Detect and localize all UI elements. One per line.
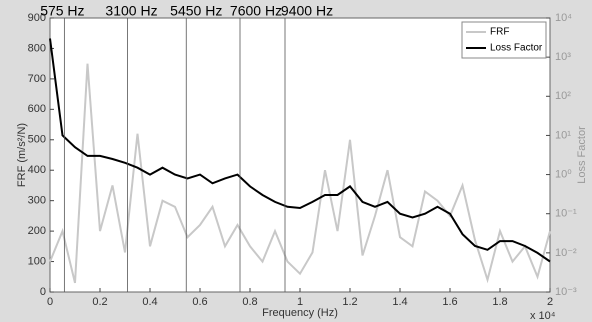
- x-multiplier: x 10⁴: [530, 310, 556, 322]
- marker-label: 5450 Hz: [170, 3, 222, 19]
- x-tick-label: 2: [547, 296, 553, 308]
- legend-box: [461, 21, 547, 59]
- y2-tick-label: 10²: [555, 90, 571, 102]
- y-tick-label: 700: [28, 73, 46, 85]
- legend-label: FRF: [490, 27, 509, 38]
- y-tick-label: 900: [28, 12, 46, 24]
- y2-tick-label: 10⁰: [555, 168, 572, 180]
- marker-label: 7600 Hz: [230, 3, 282, 19]
- y-tick-label: 600: [28, 103, 46, 115]
- y-tick-label: 500: [28, 134, 46, 146]
- x-tick-label: 1.8: [492, 296, 507, 308]
- x-tick-label: 1.2: [342, 296, 357, 308]
- marker-label: 3100 Hz: [105, 3, 157, 19]
- x-tick-label: 1.6: [442, 296, 457, 308]
- y-tick-label: 400: [28, 164, 46, 176]
- y-tick-label: 300: [28, 195, 46, 207]
- legend-label: Loss Factor: [490, 43, 543, 54]
- y-axis-label: FRF (m/s²/N): [16, 123, 28, 187]
- y-tick-label: 800: [28, 42, 46, 54]
- plot-area: [49, 17, 551, 293]
- y2-tick-label: 10⁻³: [555, 286, 577, 298]
- x-tick-label: 1: [297, 296, 303, 308]
- y2-tick-label: 10¹: [555, 129, 571, 141]
- y-tick-label: 100: [28, 255, 46, 267]
- x-tick-label: 0.2: [92, 296, 107, 308]
- marker-label: 9400 Hz: [281, 3, 333, 19]
- y-tick-label: 200: [28, 225, 46, 237]
- marker-label: 575 Hz: [40, 3, 84, 19]
- y2-tick-label: 10³: [555, 51, 571, 63]
- x-axis-label: Frequency (Hz): [262, 307, 338, 319]
- series-line: [49, 38, 551, 263]
- y2-tick-label: 10⁴: [555, 12, 572, 24]
- y2-tick-label: 10⁻¹: [555, 208, 577, 220]
- x-tick-label: 0.6: [192, 296, 207, 308]
- x-tick-label: 0: [47, 296, 53, 308]
- x-tick-label: 0.4: [142, 296, 157, 308]
- x-tick-label: 1.4: [392, 296, 407, 308]
- x-tick-label: 0.8: [242, 296, 257, 308]
- y-tick-label: 0: [40, 286, 46, 298]
- y2-axis-label: Loss Factor: [576, 126, 588, 184]
- y2-tick-label: 10⁻²: [555, 247, 577, 259]
- series-line: [49, 63, 551, 284]
